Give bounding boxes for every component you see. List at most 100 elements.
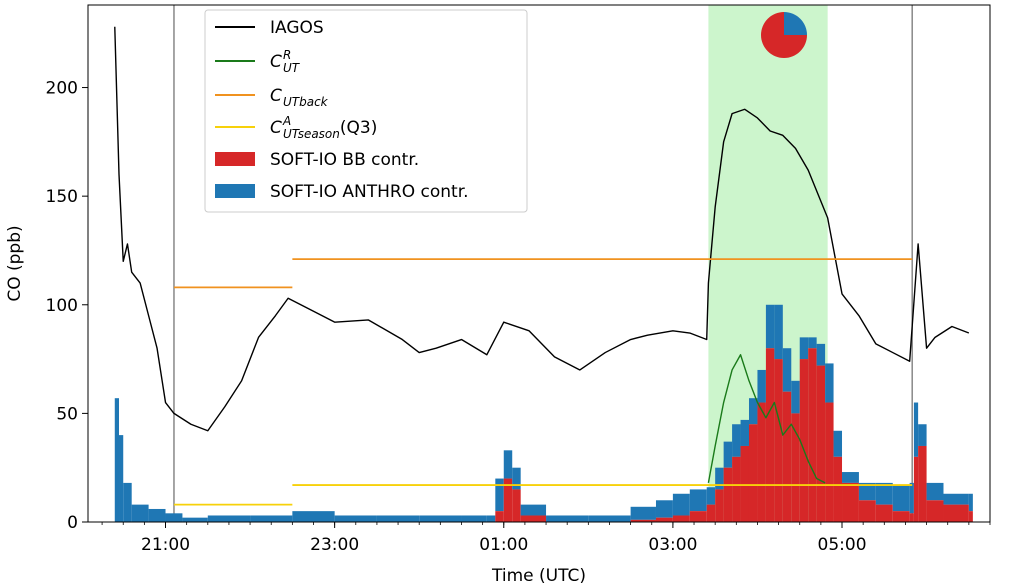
- bar-bb: [825, 402, 834, 522]
- bar-bb: [655, 517, 673, 522]
- x-tick-label: 21:00: [141, 535, 190, 555]
- bar-anthro: [486, 515, 496, 522]
- bar-anthro: [250, 515, 293, 522]
- bar-anthro: [943, 493, 969, 505]
- series-lines: [114, 26, 970, 506]
- series-line-1: [114, 26, 970, 432]
- bar-bb: [909, 513, 914, 522]
- legend-label-5: SOFT-IO BB contr.: [270, 150, 419, 170]
- y-tick-label: 50: [56, 404, 78, 424]
- bar-anthro: [791, 380, 800, 414]
- bar-bb: [672, 515, 690, 522]
- bar-anthro: [334, 515, 377, 522]
- y-axis: 0 50 100 150 200: [46, 79, 88, 533]
- legend-label-6: SOFT-IO ANTHRO contr.: [270, 182, 469, 202]
- bar-anthro: [833, 430, 843, 457]
- bar-bb: [723, 467, 733, 522]
- bar-anthro: [419, 515, 462, 522]
- bar-bb: [842, 482, 859, 522]
- bar-anthro: [123, 482, 132, 522]
- bar-anthro: [207, 515, 251, 522]
- bar-bb: [757, 402, 766, 522]
- bar-anthro: [968, 493, 973, 512]
- vertical-lines: [173, 5, 913, 522]
- bar-bb: [833, 456, 843, 522]
- bar-anthro: [913, 402, 919, 457]
- bar-bb: [782, 391, 792, 522]
- legend-box: [204, 9, 528, 213]
- bar-anthro: [757, 369, 766, 403]
- bar-bb: [748, 424, 758, 522]
- legend-label-4: CA UTseason(Q3): [270, 114, 377, 141]
- y-tick-label: 150: [46, 187, 78, 207]
- x-axis: 21:00 23:00 01:00 03:00 05:00: [101, 522, 991, 555]
- legend-label-3: CUTback: [270, 86, 329, 109]
- bar-bb: [808, 348, 817, 522]
- bar-anthro: [723, 441, 733, 468]
- bar-anthro: [706, 487, 716, 505]
- bar-anthro: [740, 419, 749, 446]
- bar-bb: [495, 511, 504, 522]
- bar-anthro: [732, 424, 741, 457]
- bar-anthro: [782, 348, 792, 392]
- bar-anthro: [799, 337, 809, 360]
- bar-anthro: [672, 493, 690, 516]
- bar-anthro: [875, 482, 893, 505]
- y-axis-label: CO (ppb): [5, 225, 25, 301]
- legend-symbol: C: [270, 118, 282, 138]
- legend-subscript: UT: [283, 61, 301, 75]
- legend-patch-5: [215, 152, 255, 166]
- legend-superscript: R: [283, 48, 291, 62]
- y-tick-label: 0: [67, 513, 78, 533]
- bar-anthro: [148, 508, 166, 522]
- bar-bb: [875, 504, 893, 522]
- bar-anthro: [588, 515, 631, 522]
- bar-anthro: [689, 489, 707, 512]
- bar-bb: [512, 489, 521, 522]
- legend-label-2: CR UT: [270, 48, 301, 75]
- bar-bb: [858, 500, 876, 522]
- bar-anthro: [520, 504, 547, 516]
- series-line-2: [707, 354, 826, 484]
- bar-bb: [816, 365, 826, 522]
- bar-bb: [740, 445, 749, 522]
- axes-frame: [87, 4, 991, 523]
- legend-symbol: C: [270, 52, 282, 72]
- bar-bb: [765, 348, 775, 522]
- bar-bb: [913, 456, 919, 522]
- bar-anthro: [182, 517, 208, 522]
- bar-anthro: [774, 304, 783, 360]
- bar-anthro: [655, 500, 673, 518]
- bar-bb: [732, 456, 741, 522]
- y-tick-label: 100: [46, 296, 78, 316]
- legend-label-1: IAGOS: [270, 18, 324, 38]
- bar-anthro: [461, 515, 487, 522]
- x-tick-label: 23:00: [310, 535, 359, 555]
- bar-bb: [503, 478, 513, 522]
- legend-paren: (Q3): [340, 118, 377, 138]
- bar-anthro: [119, 435, 124, 522]
- bar-anthro: [114, 398, 120, 522]
- bar-bb: [799, 359, 809, 522]
- pie-slice-anthro: [784, 12, 807, 35]
- bar-anthro: [918, 424, 927, 446]
- pie-chart: [761, 12, 807, 58]
- bar-anthro: [909, 482, 914, 514]
- bar-bb: [689, 511, 707, 522]
- x-tick-label: 05:00: [818, 535, 867, 555]
- bar-bb: [791, 413, 800, 522]
- bar-bb: [892, 511, 910, 522]
- bar-bb: [968, 511, 973, 522]
- x-tick-label: 03:00: [648, 535, 697, 555]
- bar-anthro: [825, 363, 834, 403]
- legend-symbol: C: [270, 86, 282, 106]
- bar-bb: [926, 500, 944, 522]
- bar-bb: [706, 504, 716, 522]
- bar-anthro: [131, 504, 149, 522]
- bar-anthro: [926, 482, 944, 501]
- stacked-bars: [114, 304, 973, 522]
- bar-bb: [715, 489, 724, 522]
- bar-anthro: [808, 337, 817, 349]
